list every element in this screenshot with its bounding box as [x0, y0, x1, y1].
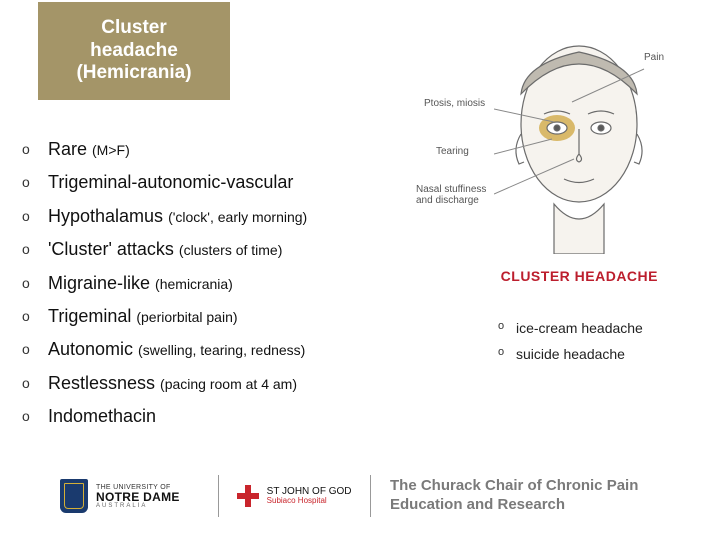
list-item: Autonomic (swelling, tearing, redness): [22, 338, 442, 361]
bullet-paren: (hemicrania): [155, 276, 233, 292]
cross-icon: [237, 485, 259, 507]
sjg-logo: ST JOHN OF GOD Subiaco Hospital: [237, 485, 352, 507]
bullet-main: Trigeminal-autonomic-vascular: [48, 172, 293, 192]
list-item: Indomethacin: [22, 405, 442, 428]
figure-label-nasal: Nasal stuffiness and discharge: [416, 184, 486, 206]
bullet-paren: (pacing room at 4 am): [160, 376, 297, 392]
title-line3: (Hemicrania): [38, 62, 230, 85]
nd-name: NOTRE DAME: [96, 491, 180, 503]
figure-caption: CLUSTER HEADACHE: [501, 268, 658, 284]
side-item: suicide headache: [498, 346, 698, 362]
figure-label-tearing: Tearing: [436, 146, 469, 157]
side-list: ice-cream headache suicide headache: [498, 320, 698, 372]
list-item: Restlessness (pacing room at 4 am): [22, 372, 442, 395]
divider: [218, 475, 219, 517]
churack-text: The Churack Chair of Chronic Pain Educat…: [390, 477, 700, 515]
slide: Cluster headache (Hemicrania) Rare (M>F)…: [0, 0, 720, 540]
sjg-text: ST JOHN OF GOD Subiaco Hospital: [267, 486, 352, 506]
list-item: Migraine-like (hemicrania): [22, 272, 442, 295]
bullet-paren: ('clock', early morning): [168, 209, 307, 225]
main-list: Rare (M>F) Trigeminal-autonomic-vascular…: [22, 138, 442, 439]
bullet-main: Trigeminal: [48, 306, 136, 326]
figure-label-pain: Pain: [644, 52, 664, 63]
bullet-paren: (swelling, tearing, redness): [138, 342, 305, 358]
title-line1: Cluster: [38, 17, 230, 40]
nd-text: THE UNIVERSITY OF NOTRE DAME AUSTRALIA: [96, 484, 180, 509]
bullet-main: 'Cluster' attacks: [48, 239, 179, 259]
bullet-main: Indomethacin: [48, 406, 156, 426]
side-item: ice-cream headache: [498, 320, 698, 336]
bullet-paren: (clusters of time): [179, 242, 282, 258]
title-line2: headache: [38, 40, 230, 63]
list-item: Trigeminal (periorbital pain): [22, 305, 442, 328]
shield-icon: [60, 479, 88, 513]
footer: THE UNIVERSITY OF NOTRE DAME AUSTRALIA S…: [60, 468, 700, 524]
divider: [370, 475, 371, 517]
headache-figure: Pain Ptosis, miosis Tearing Nasal stuffi…: [444, 6, 684, 306]
bullet-main: Hypothalamus: [48, 206, 168, 226]
bullet-paren: (periorbital pain): [136, 309, 237, 325]
list-item: Rare (M>F): [22, 138, 442, 161]
bullet-main: Migraine-like: [48, 273, 155, 293]
bullet-main: Rare: [48, 139, 92, 159]
figure-label-ptosis: Ptosis, miosis: [424, 98, 485, 109]
head-illustration-icon: [494, 24, 664, 254]
bullet-main: Autonomic: [48, 339, 138, 359]
list-item: Trigeminal-autonomic-vascular: [22, 171, 442, 194]
list-item: 'Cluster' attacks (clusters of time): [22, 238, 442, 261]
bullet-main: Restlessness: [48, 373, 160, 393]
title-box: Cluster headache (Hemicrania): [38, 2, 230, 100]
sjg-sub: Subiaco Hospital: [267, 497, 352, 506]
bullet-paren: (M>F): [92, 142, 130, 158]
list-item: Hypothalamus ('clock', early morning): [22, 205, 442, 228]
notre-dame-logo: THE UNIVERSITY OF NOTRE DAME AUSTRALIA: [60, 479, 180, 513]
